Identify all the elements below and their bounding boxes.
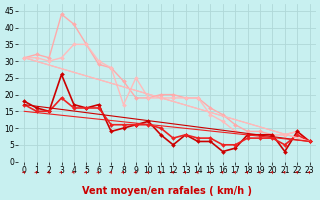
X-axis label: Vent moyen/en rafales ( km/h ): Vent moyen/en rafales ( km/h ) bbox=[82, 186, 252, 196]
